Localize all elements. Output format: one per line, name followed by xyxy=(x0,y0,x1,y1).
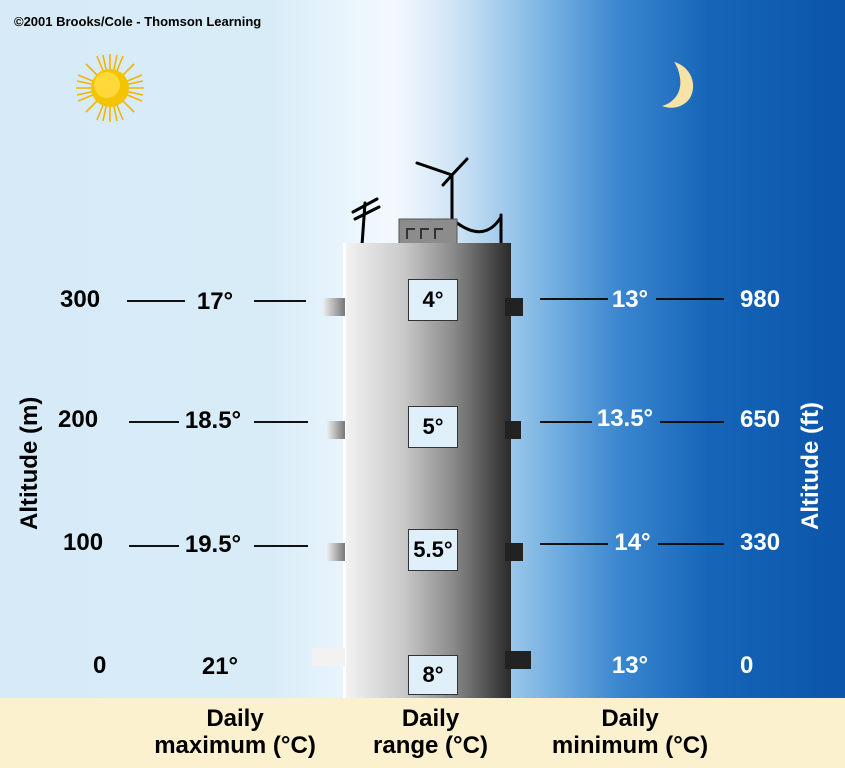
column-label-max: Daily maximum (°C) xyxy=(154,705,316,759)
leader-line xyxy=(660,421,724,423)
min-value-300m: 13° xyxy=(611,286,649,313)
altitude-m-label: 300 xyxy=(60,286,101,313)
leader-line xyxy=(540,298,608,300)
leader-line xyxy=(540,543,608,545)
max-value-100m: 19.5° xyxy=(184,531,242,558)
copyright-notice: ©2001 Brooks/Cole - Thomson Learning xyxy=(14,14,262,29)
altitude-m-label: 100 xyxy=(63,529,104,556)
leader-line xyxy=(129,545,179,547)
range-value-300m: 4° xyxy=(408,279,458,321)
tower-ledge xyxy=(505,421,521,439)
altitude-ft-label: 980 xyxy=(740,286,781,313)
altitude-ft-label: 330 xyxy=(740,529,781,556)
leader-line xyxy=(127,300,185,302)
column-header-strip xyxy=(0,698,845,768)
leader-line xyxy=(540,421,592,423)
tower-ledge xyxy=(327,543,345,561)
rooftop-instruments xyxy=(351,157,503,247)
tower-ledge xyxy=(327,421,345,439)
max-value-200m: 18.5° xyxy=(184,407,242,434)
range-value-200m: 5° xyxy=(408,406,458,448)
tower-ledge xyxy=(505,543,523,561)
altitude-ft-label: 650 xyxy=(740,406,781,433)
leader-line xyxy=(254,421,308,423)
tower-ledge xyxy=(505,651,531,669)
leader-line xyxy=(129,421,179,423)
tower-ledge xyxy=(323,298,345,316)
min-value-200m: 13.5° xyxy=(596,405,654,432)
leader-line xyxy=(254,545,308,547)
max-value-300m: 17° xyxy=(196,288,234,315)
altitude-m-axis-title: Altitude (m) xyxy=(16,396,43,530)
sun-icon xyxy=(76,54,144,122)
min-value-100m: 14° xyxy=(614,529,651,556)
tower-ledge xyxy=(312,648,345,666)
leader-line xyxy=(656,298,724,300)
column-label-min: Daily minimum (°C) xyxy=(551,705,709,759)
altitude-m-label: 200 xyxy=(58,406,99,433)
min-value-0m: 13° xyxy=(611,652,649,679)
range-value-100m: 5.5° xyxy=(408,529,458,571)
crescent-moon-icon xyxy=(662,62,694,108)
leader-line xyxy=(658,543,724,545)
max-value-0m: 21° xyxy=(201,653,239,680)
range-value-0m: 8° xyxy=(408,655,458,695)
column-label-range: Daily range (°C) xyxy=(373,705,488,759)
altitude-ft-label: 0 xyxy=(740,652,754,679)
altitude-m-label: 0 xyxy=(93,652,107,679)
tower-ledge xyxy=(505,298,523,316)
leader-line xyxy=(254,300,306,302)
altitude-ft-axis-title: Altitude (ft) xyxy=(797,402,824,530)
